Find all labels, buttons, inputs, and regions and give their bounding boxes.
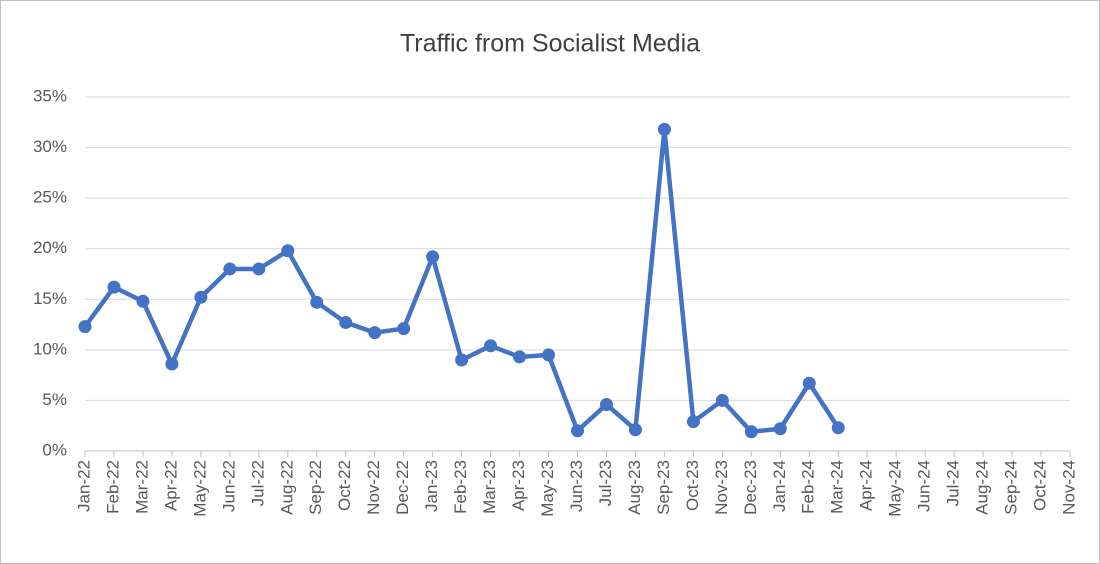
data-point bbox=[773, 422, 787, 436]
x-tick-label: Oct-23 bbox=[683, 460, 702, 511]
data-point bbox=[831, 421, 845, 435]
data-point bbox=[715, 393, 729, 407]
x-tick-label: Feb-22 bbox=[103, 460, 122, 514]
x-tick-label: Dec-23 bbox=[741, 460, 760, 515]
x-tick-label: Sep-22 bbox=[306, 460, 325, 515]
x-tick-label: Aug-24 bbox=[973, 460, 992, 515]
data-point bbox=[628, 423, 642, 437]
data-point bbox=[107, 280, 121, 294]
data-point bbox=[78, 320, 92, 334]
data-point bbox=[281, 244, 295, 258]
x-tick-label: May-24 bbox=[886, 460, 905, 517]
y-tick-label: 35% bbox=[33, 86, 67, 105]
x-tick-label: Jun-22 bbox=[219, 460, 238, 512]
y-tick-label: 15% bbox=[33, 289, 67, 308]
data-point bbox=[599, 397, 613, 411]
data-point bbox=[744, 425, 758, 439]
x-tick-label: Sep-23 bbox=[654, 460, 673, 515]
x-tick-label: Jul-23 bbox=[596, 460, 615, 506]
x-tick-label: Jan-22 bbox=[74, 460, 93, 512]
y-tick-label: 25% bbox=[33, 188, 67, 207]
x-tick-label: Mar-24 bbox=[828, 460, 847, 514]
data-point bbox=[686, 415, 700, 429]
data-point bbox=[455, 353, 469, 367]
y-tick-label: 10% bbox=[33, 339, 67, 358]
x-tick-label: May-23 bbox=[538, 460, 557, 517]
x-tick-label: Nov-22 bbox=[364, 460, 383, 515]
y-tick-label: 20% bbox=[33, 238, 67, 257]
x-tick-label: Nov-24 bbox=[1059, 460, 1078, 515]
data-point bbox=[513, 350, 527, 364]
x-tick-label: Jan-23 bbox=[422, 460, 441, 512]
x-tick-label: Apr-22 bbox=[161, 460, 180, 511]
x-tick-label: Jul-22 bbox=[248, 460, 267, 506]
data-point bbox=[368, 326, 382, 340]
x-tick-label: Apr-24 bbox=[857, 460, 876, 511]
x-tick-label: Jun-24 bbox=[915, 460, 934, 512]
data-point bbox=[223, 262, 237, 276]
data-point bbox=[571, 424, 584, 438]
x-tick-label: Oct-22 bbox=[335, 460, 354, 511]
data-point bbox=[194, 290, 208, 304]
data-point bbox=[339, 316, 353, 330]
x-tick-label: Jan-24 bbox=[770, 460, 789, 512]
y-tick-label: 30% bbox=[33, 137, 67, 156]
data-point bbox=[136, 294, 150, 308]
x-tick-label: Sep-24 bbox=[1002, 460, 1021, 515]
x-tick-label: May-22 bbox=[190, 460, 209, 517]
data-point bbox=[542, 348, 556, 362]
data-point bbox=[657, 122, 671, 136]
data-point bbox=[426, 250, 440, 264]
x-tick-label: Aug-23 bbox=[625, 460, 644, 515]
data-point bbox=[397, 322, 411, 336]
data-point bbox=[252, 262, 266, 276]
x-tick-label: Mar-23 bbox=[480, 460, 499, 514]
x-tick-label: Jun-23 bbox=[567, 460, 586, 512]
x-tick-label: Aug-22 bbox=[277, 460, 296, 515]
x-tick-label: Apr-23 bbox=[509, 460, 528, 511]
x-tick-label: Nov-23 bbox=[712, 460, 731, 515]
y-tick-label: 0% bbox=[42, 440, 67, 459]
x-tick-label: Feb-24 bbox=[799, 460, 818, 514]
x-tick-label: Jul-24 bbox=[944, 460, 963, 506]
data-point bbox=[484, 339, 498, 353]
x-tick-label: Mar-22 bbox=[132, 460, 151, 514]
data-point bbox=[165, 357, 179, 371]
y-tick-label: 5% bbox=[42, 390, 67, 409]
x-tick-label: Oct-24 bbox=[1031, 460, 1050, 511]
x-tick-label: Dec-22 bbox=[393, 460, 412, 515]
chart-title: Traffic from Socialist Media bbox=[400, 30, 700, 58]
data-point bbox=[310, 295, 324, 309]
data-point bbox=[802, 376, 816, 390]
x-tick-label: Feb-23 bbox=[451, 460, 470, 514]
